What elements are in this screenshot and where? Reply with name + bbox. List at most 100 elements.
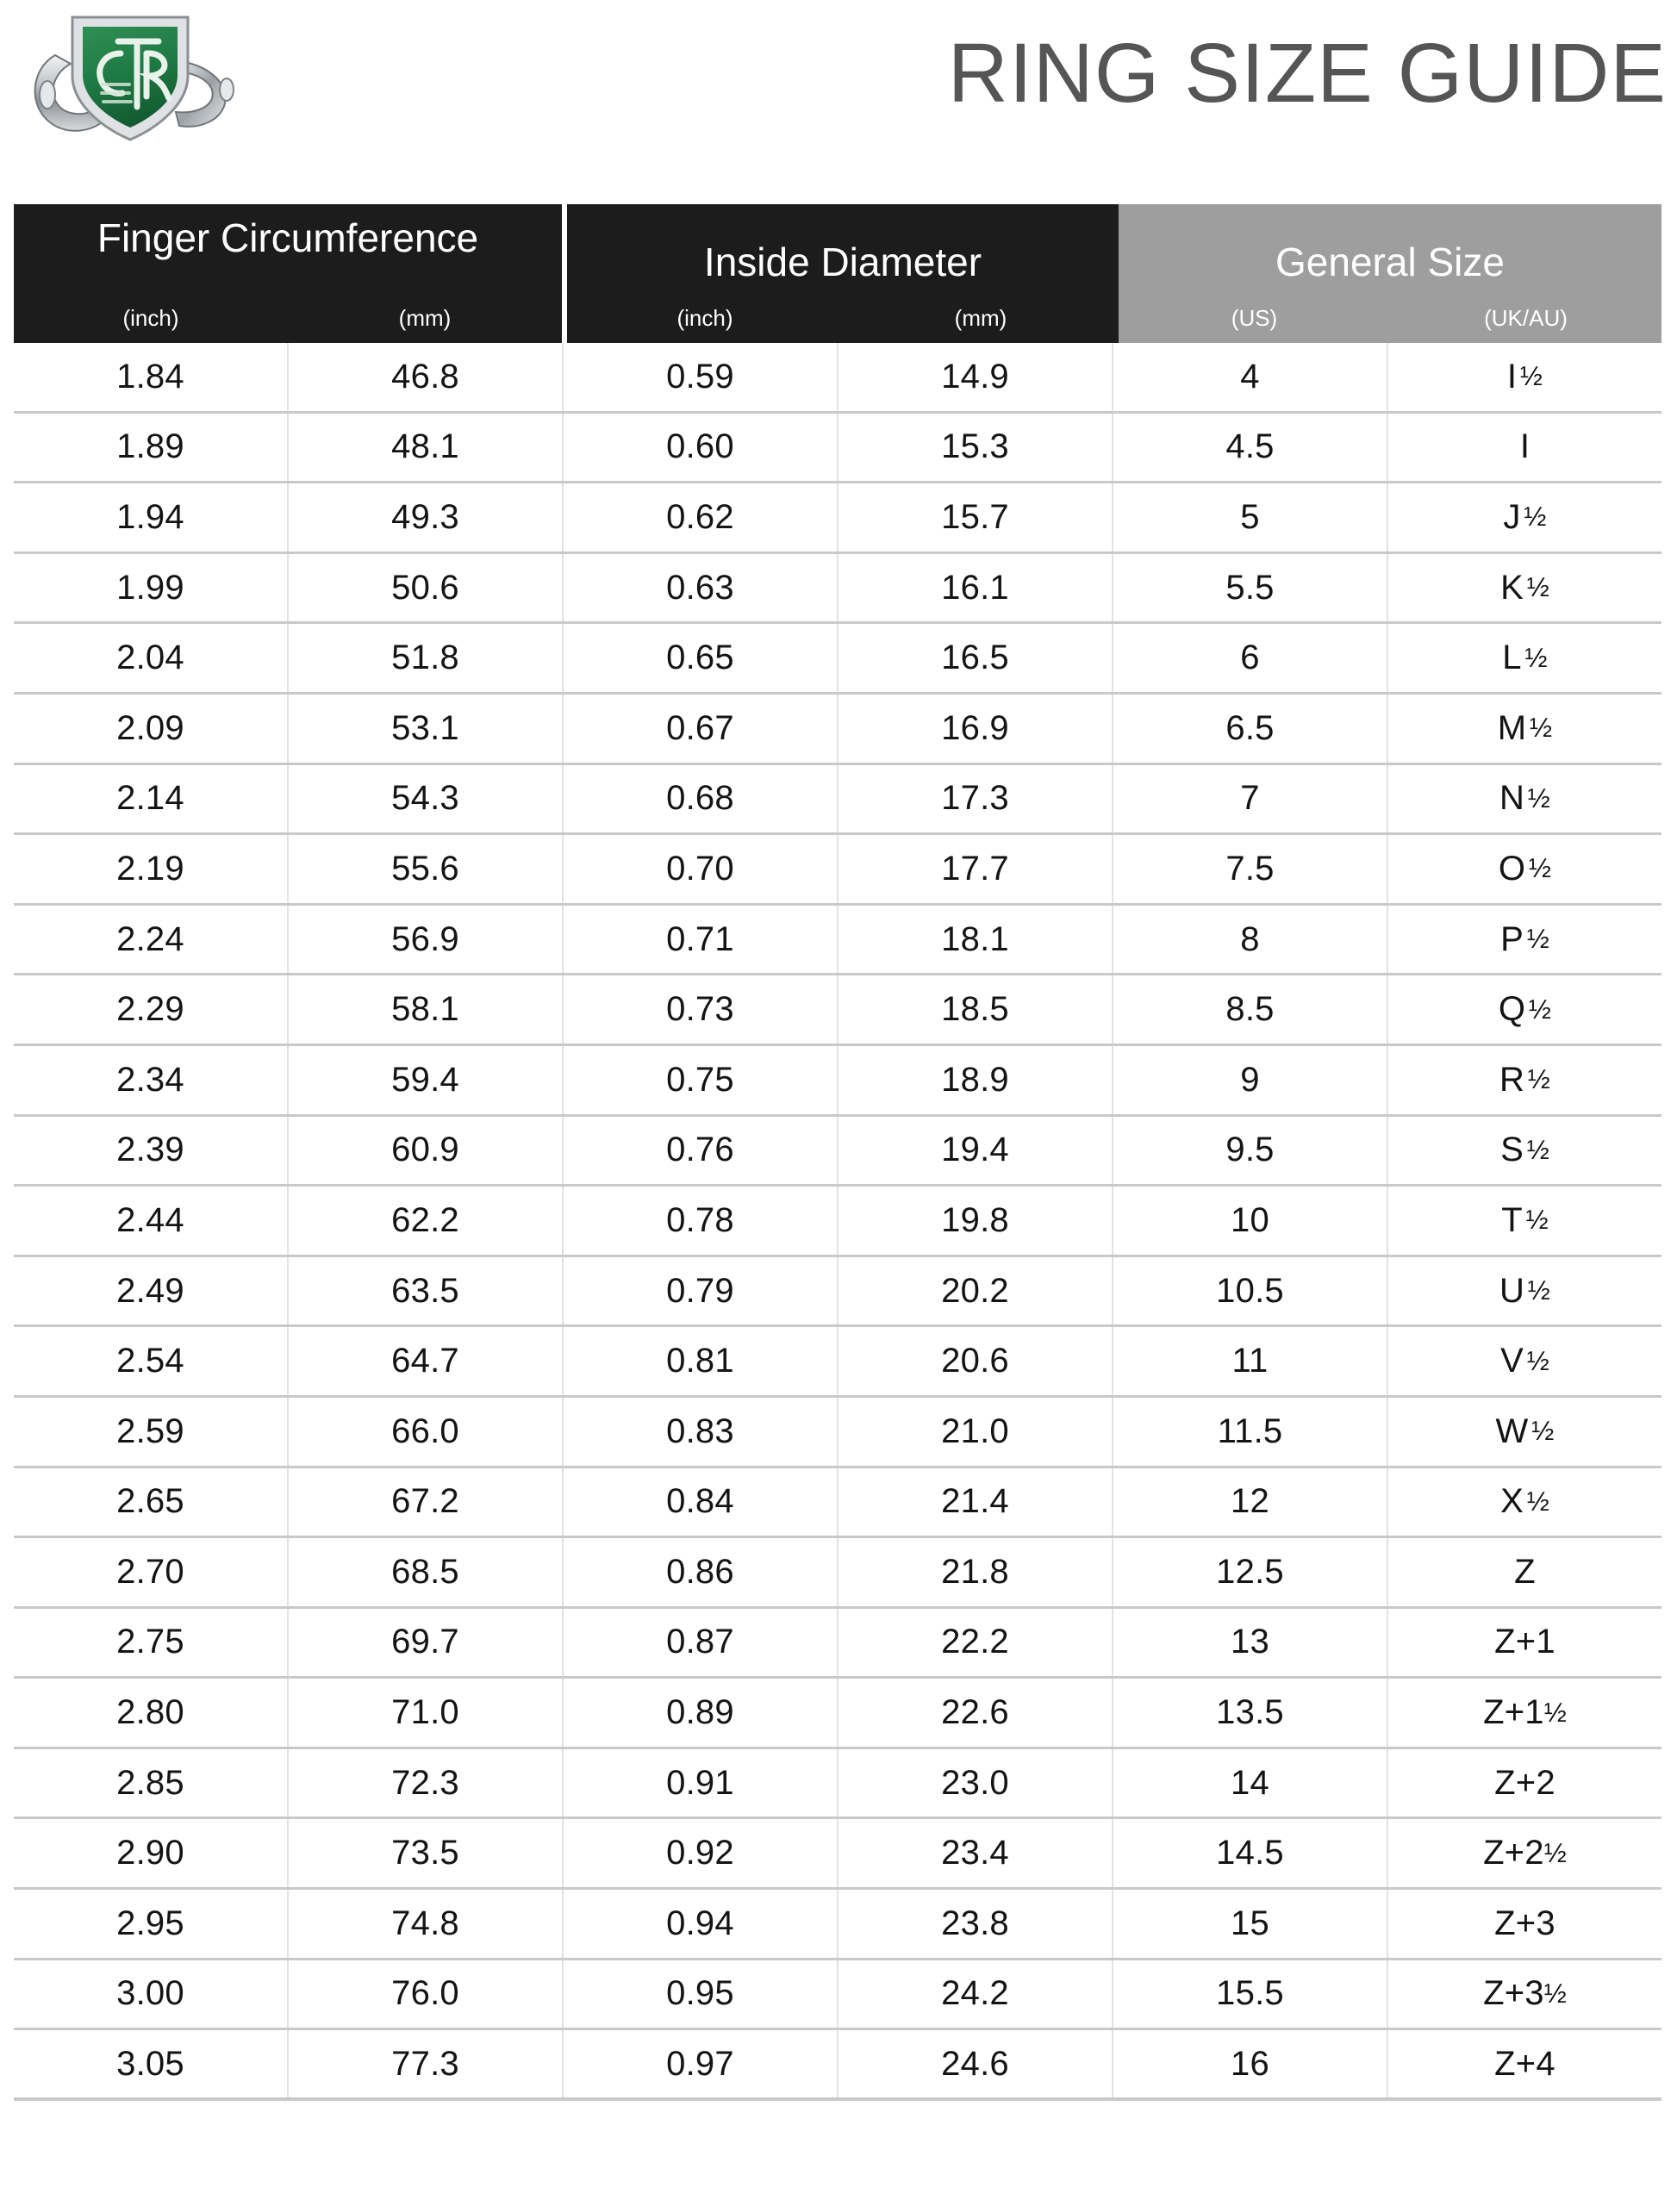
cell-general-size-us: 7 [1113, 764, 1388, 833]
header-group-general-size: General Size (US) (UK/AU) [1119, 204, 1661, 343]
cell-finger-circumference-inch: 2.85 [14, 1748, 289, 1817]
table-row: 2.44 62.2 0.78 19.8 10 T ½ [14, 1187, 1661, 1257]
cell-inside-diameter-inch: 0.71 [564, 905, 838, 974]
cell-general-size-us: 8.5 [1113, 975, 1388, 1044]
cell-general-size-uk-au: I [1519, 427, 1530, 466]
cell-general-size-us: 16 [1113, 2030, 1388, 2097]
table-row: 2.29 58.1 0.73 18.5 8.5 Q ½ [14, 975, 1661, 1046]
header-group-title: Finger Circumference [97, 215, 479, 260]
table-header-row: Finger Circumference (inch) (mm) Inside … [14, 204, 1661, 343]
half-fraction-glyph: ½ [1524, 502, 1547, 533]
cell-inside-diameter-inch: 0.67 [564, 694, 838, 763]
cell-finger-circumference-inch: 2.65 [14, 1467, 289, 1536]
header-group-inside-diameter: Inside Diameter (inch) (mm) [567, 204, 1119, 343]
cell-finger-circumference-inch: 2.24 [14, 905, 289, 974]
cell-general-size-uk-au: Z+3 ½ [1483, 1974, 1567, 2013]
cell-inside-diameter-inch: 0.59 [564, 343, 838, 411]
cell-inside-diameter-inch: 0.94 [564, 1890, 838, 1958]
header-group-finger-circumference: Finger Circumference (inch) (mm) [14, 204, 562, 343]
cell-inside-diameter-inch: 0.75 [564, 1045, 838, 1114]
cell-finger-circumference-inch: 2.34 [14, 1045, 289, 1114]
cell-finger-circumference-inch: 2.54 [14, 1327, 289, 1395]
table-row: 2.14 54.3 0.68 17.3 7 N ½ [14, 764, 1661, 836]
table-row: 2.09 53.1 0.67 16.9 6.5 M ½ [14, 694, 1661, 765]
header-sublabel-us: (US) [1231, 305, 1278, 331]
cell-general-size-us: 7.5 [1113, 835, 1388, 903]
half-fraction-glyph: ½ [1526, 572, 1549, 603]
header-sublabel-uk-au: (UK/AU) [1484, 305, 1568, 331]
cell-inside-diameter-inch: 0.78 [564, 1187, 838, 1255]
cell-finger-circumference-mm: 62.2 [289, 1187, 564, 1255]
cell-finger-circumference-inch: 2.29 [14, 975, 289, 1044]
cell-general-size-us: 9.5 [1113, 1116, 1388, 1185]
cell-finger-circumference-inch: 2.09 [14, 694, 289, 763]
cell-inside-diameter-mm: 18.5 [838, 975, 1113, 1044]
cell-general-size-uk-au: Z+1 [1494, 1623, 1555, 1661]
cell-general-size-us: 11 [1113, 1327, 1388, 1395]
cell-inside-diameter-mm: 17.3 [838, 764, 1113, 833]
cell-inside-diameter-inch: 0.79 [564, 1256, 838, 1325]
half-fraction-glyph: ½ [1519, 361, 1543, 392]
cell-finger-circumference-inch: 2.75 [14, 1608, 289, 1677]
cell-finger-circumference-mm: 77.3 [289, 2030, 564, 2097]
half-fraction-glyph: ½ [1528, 994, 1552, 1025]
page-title: RING SIZE GUIDE [947, 26, 1667, 120]
cell-inside-diameter-inch: 0.86 [564, 1538, 838, 1606]
cell-general-size-us: 15.5 [1113, 1960, 1388, 2028]
cell-general-size-us: 4 [1113, 343, 1388, 411]
cell-finger-circumference-inch: 2.44 [14, 1187, 289, 1255]
cell-inside-diameter-mm: 21.4 [838, 1467, 1113, 1536]
cell-inside-diameter-inch: 0.89 [564, 1679, 838, 1747]
half-fraction-glyph: ½ [1527, 1275, 1551, 1306]
half-fraction-glyph: ½ [1543, 1978, 1567, 2009]
cell-finger-circumference-mm: 60.9 [289, 1116, 564, 1185]
cell-inside-diameter-inch: 0.62 [564, 483, 838, 551]
cell-inside-diameter-inch: 0.87 [564, 1608, 838, 1677]
cell-inside-diameter-inch: 0.91 [564, 1748, 838, 1817]
cell-inside-diameter-mm: 14.9 [838, 343, 1113, 411]
cell-inside-diameter-mm: 18.1 [838, 905, 1113, 974]
table-row: 3.00 76.0 0.95 24.2 15.5 Z+3 ½ [14, 1960, 1661, 2031]
header-group-title: General Size [1275, 240, 1505, 284]
half-fraction-glyph: ½ [1526, 1134, 1549, 1165]
half-fraction-glyph: ½ [1525, 1205, 1549, 1236]
page-header: RING SIZE GUIDE [0, 0, 1677, 194]
table-row: 2.54 64.7 0.81 20.6 11 V ½ [14, 1327, 1661, 1398]
cell-inside-diameter-inch: 0.63 [564, 553, 838, 622]
cell-general-size-us: 5.5 [1113, 553, 1388, 622]
cell-finger-circumference-mm: 72.3 [289, 1748, 564, 1817]
cell-finger-circumference-inch: 1.84 [14, 343, 289, 411]
cell-finger-circumference-inch: 1.94 [14, 483, 289, 551]
header-sublabel-mm: (mm) [954, 305, 1007, 331]
cell-inside-diameter-mm: 24.2 [838, 1960, 1113, 2028]
table-row: 3.05 77.3 0.97 24.6 16 Z+4 [14, 2030, 1661, 2101]
cell-finger-circumference-mm: 73.5 [289, 1819, 564, 1888]
cell-general-size-us: 12 [1113, 1467, 1388, 1536]
table-row: 2.90 73.5 0.92 23.4 14.5 Z+2 ½ [14, 1819, 1661, 1891]
table-row: 2.34 59.4 0.75 18.9 9 R ½ [14, 1045, 1661, 1117]
table-row: 2.65 67.2 0.84 21.4 12 X ½ [14, 1467, 1661, 1539]
cell-general-size-us: 6.5 [1113, 694, 1388, 763]
cell-finger-circumference-mm: 54.3 [289, 764, 564, 833]
cell-inside-diameter-mm: 15.3 [838, 413, 1113, 482]
cell-general-size-us: 14 [1113, 1748, 1388, 1817]
table-row: 2.19 55.6 0.70 17.7 7.5 O ½ [14, 835, 1661, 906]
cell-general-size-us: 5 [1113, 483, 1388, 551]
cell-inside-diameter-mm: 20.6 [838, 1327, 1113, 1395]
cell-finger-circumference-inch: 2.70 [14, 1538, 289, 1606]
table-row: 2.24 56.9 0.71 18.1 8 P ½ [14, 905, 1661, 976]
header-sublabel-inch: (inch) [122, 305, 179, 331]
cell-finger-circumference-inch: 2.95 [14, 1890, 289, 1958]
cell-finger-circumference-mm: 71.0 [289, 1679, 564, 1747]
cell-inside-diameter-inch: 0.95 [564, 1960, 838, 2028]
half-fraction-glyph: ½ [1530, 713, 1553, 744]
cell-general-size-us: 8 [1113, 905, 1388, 974]
